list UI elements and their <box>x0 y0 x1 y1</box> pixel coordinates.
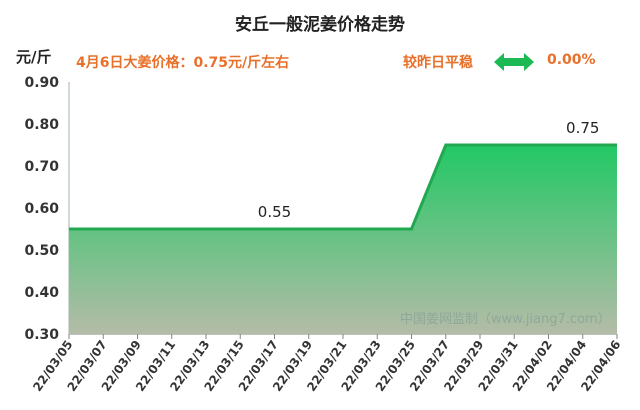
y-axis: 0.30 0.40 0.50 0.60 0.70 0.80 0.90 <box>24 75 70 343</box>
y-tick-label: 0.70 <box>24 159 59 175</box>
x-axis: 22/03/0522/03/0722/03/0922/03/1122/03/13… <box>30 333 623 394</box>
y-tick-label: 0.80 <box>24 117 59 133</box>
series-line <box>69 143 617 231</box>
compare-label: 较昨日平稳 <box>403 55 473 71</box>
series-area-fill <box>69 145 617 334</box>
double-arrow-icon <box>494 53 534 71</box>
y-axis-unit-label: 元/斤 <box>16 48 52 66</box>
y-tick-label: 0.40 <box>24 285 59 301</box>
compare-value: 0.00% <box>547 52 596 68</box>
price-note: 4月6日大姜价格：0.75元/斤左右 <box>76 55 290 71</box>
chart-title: 安丘一般泥姜价格走势 <box>235 15 405 35</box>
data-label: 0.75 <box>566 119 599 137</box>
data-labels: 0.55 0.75 <box>258 119 600 221</box>
data-label: 0.55 <box>258 203 291 221</box>
y-tick-label: 0.60 <box>24 201 59 217</box>
watermark: 中国姜网监制（www.jiang7.com） <box>400 312 611 327</box>
y-tick-label: 0.50 <box>24 243 59 259</box>
y-tick-label: 0.30 <box>24 327 59 343</box>
y-tick-label: 0.90 <box>24 75 59 91</box>
